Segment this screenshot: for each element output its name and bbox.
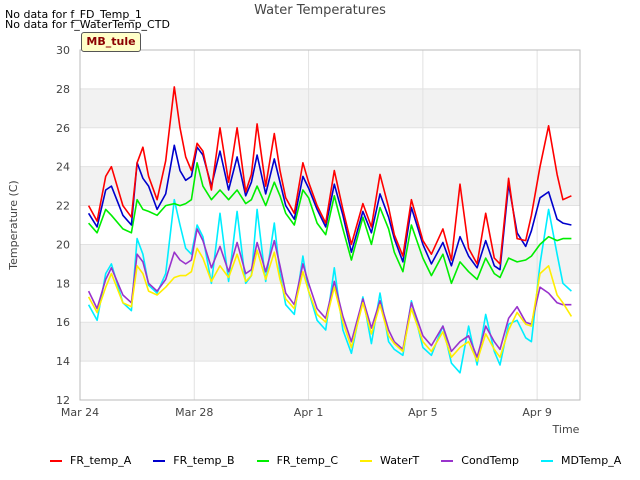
legend-swatch	[50, 459, 62, 462]
legend-swatch	[153, 459, 166, 462]
x-tick-label: Mar 28	[175, 406, 213, 419]
legend-item-fr-temp-b: FR_temp_B	[153, 454, 235, 467]
y-tick-label: 12	[56, 394, 70, 407]
no-data-note-2: No data for f_WaterTemp_CTD	[5, 18, 170, 31]
y-tick-label: 20	[56, 238, 70, 251]
chart-legend: FR_temp_A FR_temp_B FR_temp_C WaterT CondTem…	[50, 454, 621, 467]
plot-band	[80, 127, 580, 167]
y-tick-label: 22	[56, 200, 70, 213]
legend-swatch	[441, 459, 454, 462]
legend-item-condtemp: CondTemp	[441, 454, 519, 467]
y-tick-label: 24	[56, 161, 70, 174]
legend-label: WaterT	[380, 454, 420, 467]
y-tick-label: 16	[56, 316, 70, 329]
series-line-condtemp	[87, 228, 572, 358]
series-line-watert	[87, 247, 573, 362]
y-tick-label: 26	[56, 122, 70, 135]
plot-band	[80, 244, 580, 284]
legend-swatch	[256, 459, 269, 462]
series-line-fr-temp-c	[87, 162, 572, 285]
legend-label: FR_temp_C	[276, 454, 339, 467]
legend-swatch	[540, 459, 553, 462]
plot-band	[80, 50, 580, 89]
plot-band	[80, 88, 580, 128]
legend-label: MDTemp_A	[560, 454, 622, 467]
y-axis-label: Temperature (C)	[7, 180, 20, 270]
x-axis-label: Time	[552, 423, 580, 436]
y-tick-label: 28	[56, 83, 70, 96]
legend-item-mdtemp-a: MDTemp_A	[540, 454, 622, 467]
y-tick-label: 18	[56, 277, 70, 290]
legend-label: FR_temp_B	[173, 454, 235, 467]
plot-frame	[79, 49, 581, 401]
legend-label: FR_temp_A	[70, 454, 132, 467]
y-tick-label: 30	[56, 44, 70, 57]
plot-band	[80, 322, 580, 362]
chart-title: Water Temperatures	[254, 3, 386, 18]
y-tick-label: 14	[56, 355, 70, 368]
x-tick-label: Apr 9	[522, 406, 552, 419]
no-data-note-1: No data for f_FD_Temp_1	[5, 8, 142, 21]
legend-swatch	[360, 459, 373, 462]
x-tick-label: Apr 5	[408, 406, 438, 419]
plot-band	[80, 361, 580, 400]
x-tick-label: Mar 24	[61, 406, 99, 419]
site-badge: MB_tule	[81, 32, 141, 52]
legend-label: CondTemp	[461, 454, 519, 467]
legend-item-fr-temp-a: FR_temp_A	[50, 454, 131, 467]
x-tick-label: Apr 1	[294, 406, 324, 419]
series-line-fr-temp-b	[87, 144, 572, 271]
legend-item-watert: WaterT	[360, 454, 419, 467]
legend-item-fr-temp-c: FR_temp_C	[256, 454, 339, 467]
series-line-fr-temp-a	[87, 86, 572, 265]
